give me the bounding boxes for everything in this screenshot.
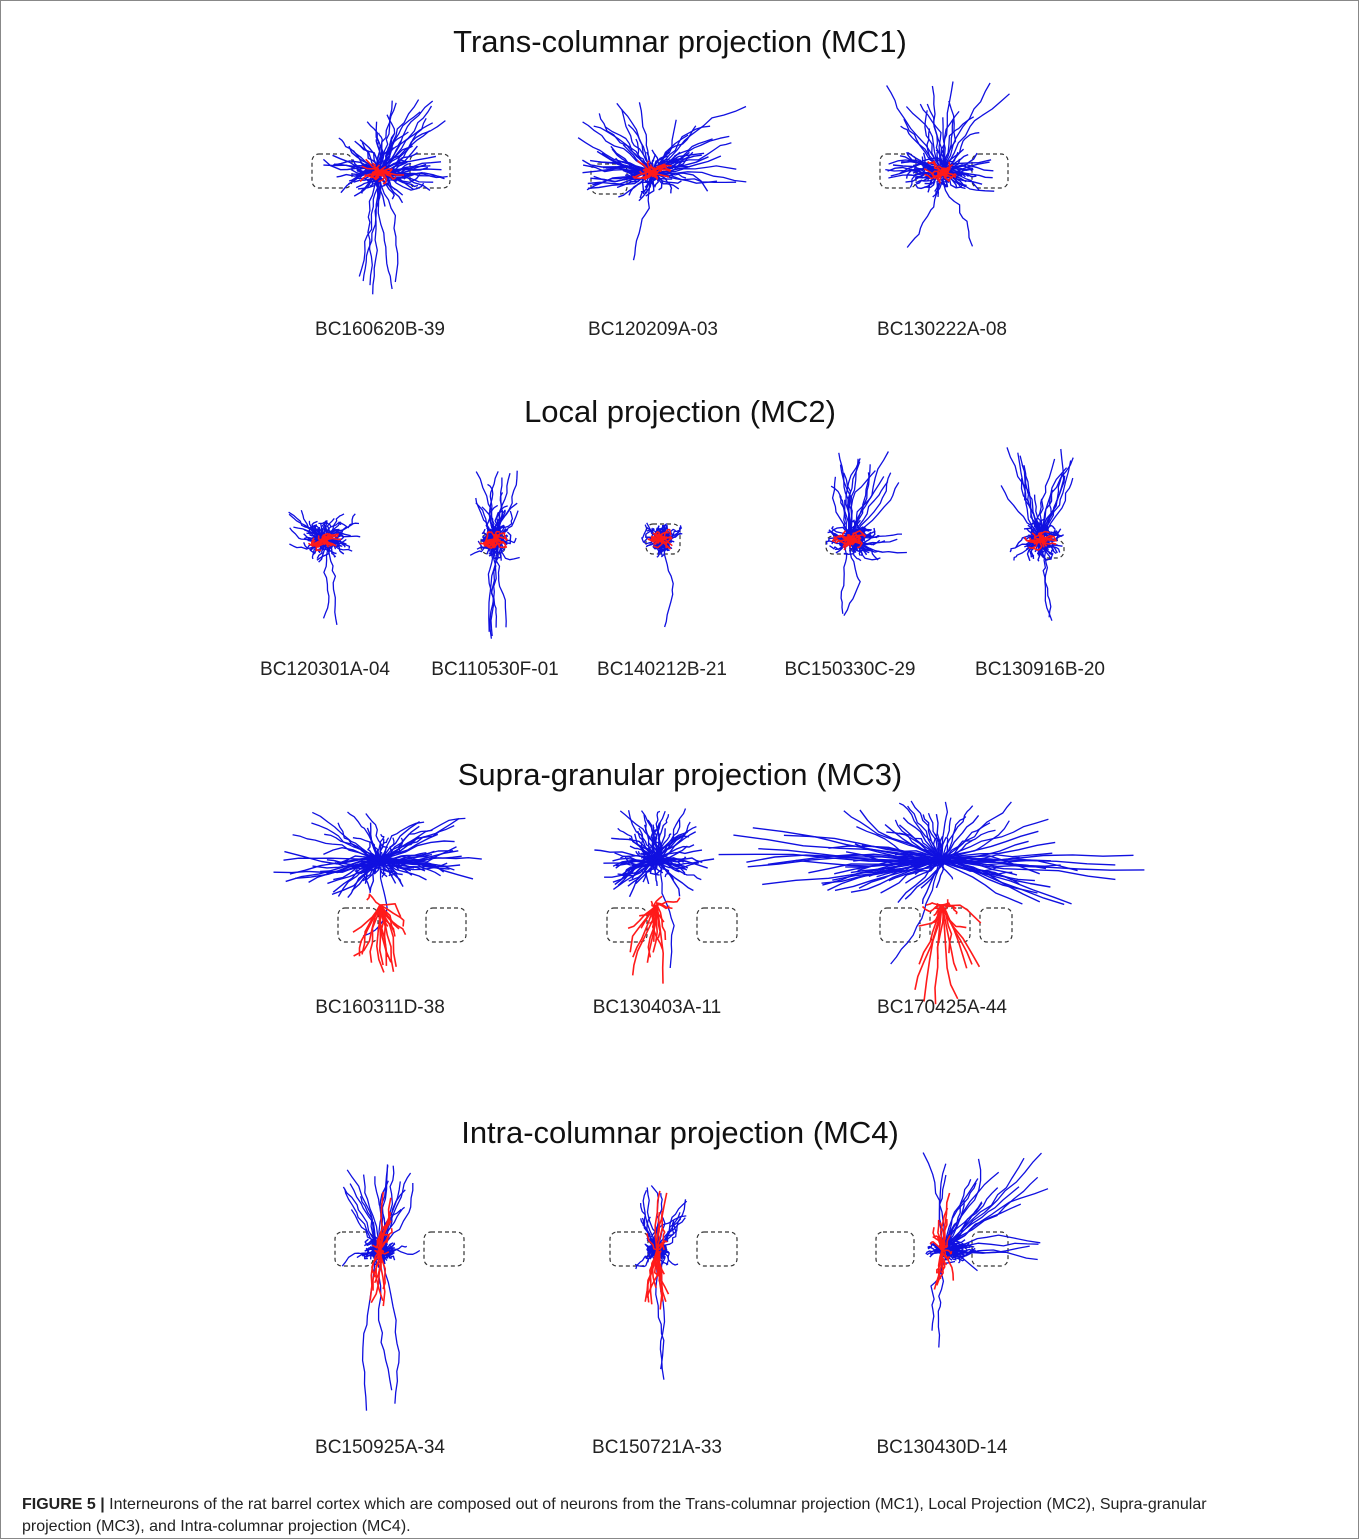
caption-text: Interneurons of the rat barrel cortex wh… (22, 1496, 1207, 1535)
axon (841, 540, 847, 614)
section-title: Local projection (MC2) (524, 394, 836, 429)
neuron-morphology (719, 801, 1145, 1004)
neuron-morphology (312, 100, 450, 295)
neuron-label: BC140212B-21 (597, 659, 727, 680)
dendrite (367, 894, 380, 905)
neuron-morphology (274, 812, 482, 972)
neuron-label: BC160620B-39 (315, 319, 445, 340)
barrel-box (312, 154, 352, 188)
neuron-morphology (642, 523, 683, 627)
neuron-label: BC110530F-01 (431, 659, 558, 680)
barrel-box (876, 1232, 914, 1266)
axon (664, 540, 673, 627)
dendrite (924, 905, 942, 1002)
neuron-morphology (610, 1186, 737, 1380)
neuron-label: BC170425A-44 (877, 997, 1007, 1018)
axon (1040, 461, 1071, 541)
caption: FIGURE 5 | Interneurons of the rat barre… (22, 1494, 1252, 1538)
neuron-label: BC150925A-34 (315, 1437, 445, 1458)
dendrite (657, 898, 680, 905)
neuron-label: BC120301A-04 (260, 659, 390, 680)
barrel-box (697, 1232, 737, 1266)
dendrite (926, 903, 942, 905)
figure: Trans-columnar projection (MC1) BC160620B… (0, 0, 1360, 1540)
dendrite (942, 905, 957, 971)
barrel-box (980, 908, 1012, 942)
neuron-morphology (826, 452, 907, 616)
page: {"sections": [ {"title": "Trans-columnar… (0, 0, 1360, 1540)
barrel-box (697, 908, 737, 942)
barrel-box (880, 908, 920, 942)
section-title: Intra-columnar projection (MC4) (461, 1115, 899, 1150)
axon (942, 1187, 1019, 1250)
barrel-box (426, 908, 466, 942)
neuron-morphology (1001, 447, 1073, 620)
section-title: Supra-granular projection (MC3) (458, 757, 903, 792)
neuron-morphology (880, 82, 1010, 248)
neuron-morphology (335, 1164, 464, 1410)
axon (942, 83, 990, 172)
axon (942, 1158, 1024, 1250)
neuron-label: BC130222A-08 (877, 319, 1007, 340)
neuron-morphology (578, 102, 746, 260)
caption-label: FIGURE 5 | (22, 1496, 105, 1513)
barrel-box (424, 1232, 464, 1266)
neuron-label: BC130430D-14 (877, 1437, 1008, 1458)
neuron-label: BC130403A-11 (593, 997, 722, 1018)
neuron-morphology (594, 809, 737, 984)
neuron-label: BC130916B-20 (975, 659, 1105, 680)
neuron-label: BC120209A-03 (588, 319, 718, 340)
section-title: Trans-columnar projection (MC1) (453, 24, 907, 59)
neuron-morphology (470, 471, 520, 639)
neuron-label: BC160311D-38 (315, 997, 445, 1018)
neuron-morphology (289, 510, 361, 625)
neuron-morphology (876, 1153, 1048, 1348)
neuron-label: BC150330C-29 (785, 659, 916, 680)
neuron-label: BC150721A-33 (592, 1437, 722, 1458)
